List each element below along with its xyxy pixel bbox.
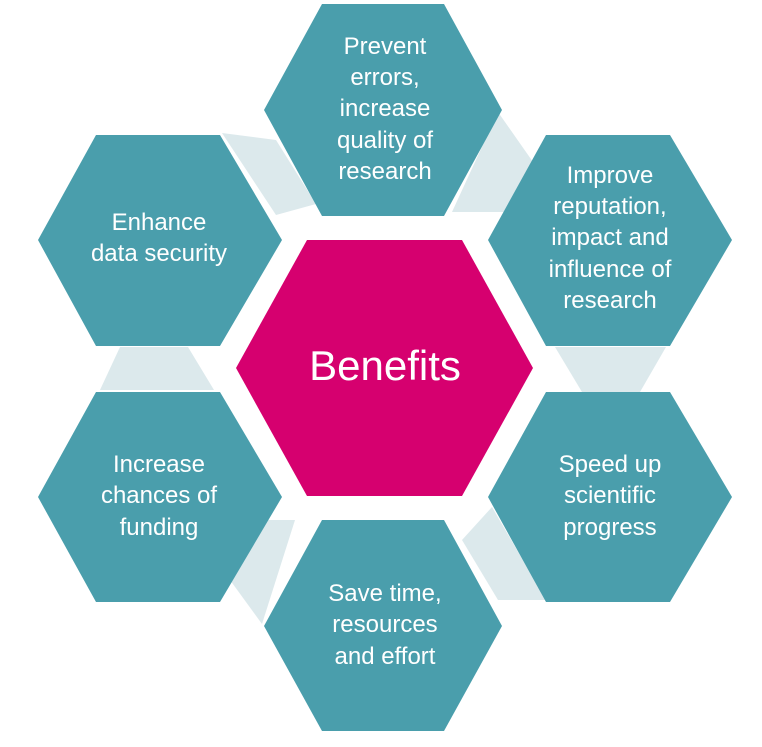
hexagon-center [236, 240, 533, 496]
benefit-prevent-errors-label: Prevent errors, increase quality of rese… [336, 33, 434, 185]
hexagon-enhance-security [38, 135, 282, 346]
hexagon-increase-funding [38, 392, 282, 602]
connector-security-to-prevent [222, 133, 316, 215]
connector-speed-to-save [462, 507, 546, 600]
hexagon-prevent-errors [264, 4, 502, 216]
benefit-save-time-label: Save time, resources and effort [328, 580, 442, 670]
benefit-increase-funding-label: Increase chances of funding [100, 451, 218, 541]
hexagon-save-time [264, 520, 502, 731]
benefit-speed-up-label: Speed up scientific progress [558, 451, 662, 541]
benefit-improve-reputation-label: Improve reputation, impact and influence… [548, 162, 672, 314]
hexagon-speed-up [488, 392, 732, 602]
benefit-enhance-security-label: Enhance data security [90, 208, 228, 267]
hexagon-layer [38, 4, 732, 731]
connector-reputation-to-speed [555, 347, 666, 392]
hexagon-improve-reputation [488, 135, 732, 346]
connector-funding-to-security [100, 347, 214, 390]
center-label: Benefits [309, 341, 461, 389]
